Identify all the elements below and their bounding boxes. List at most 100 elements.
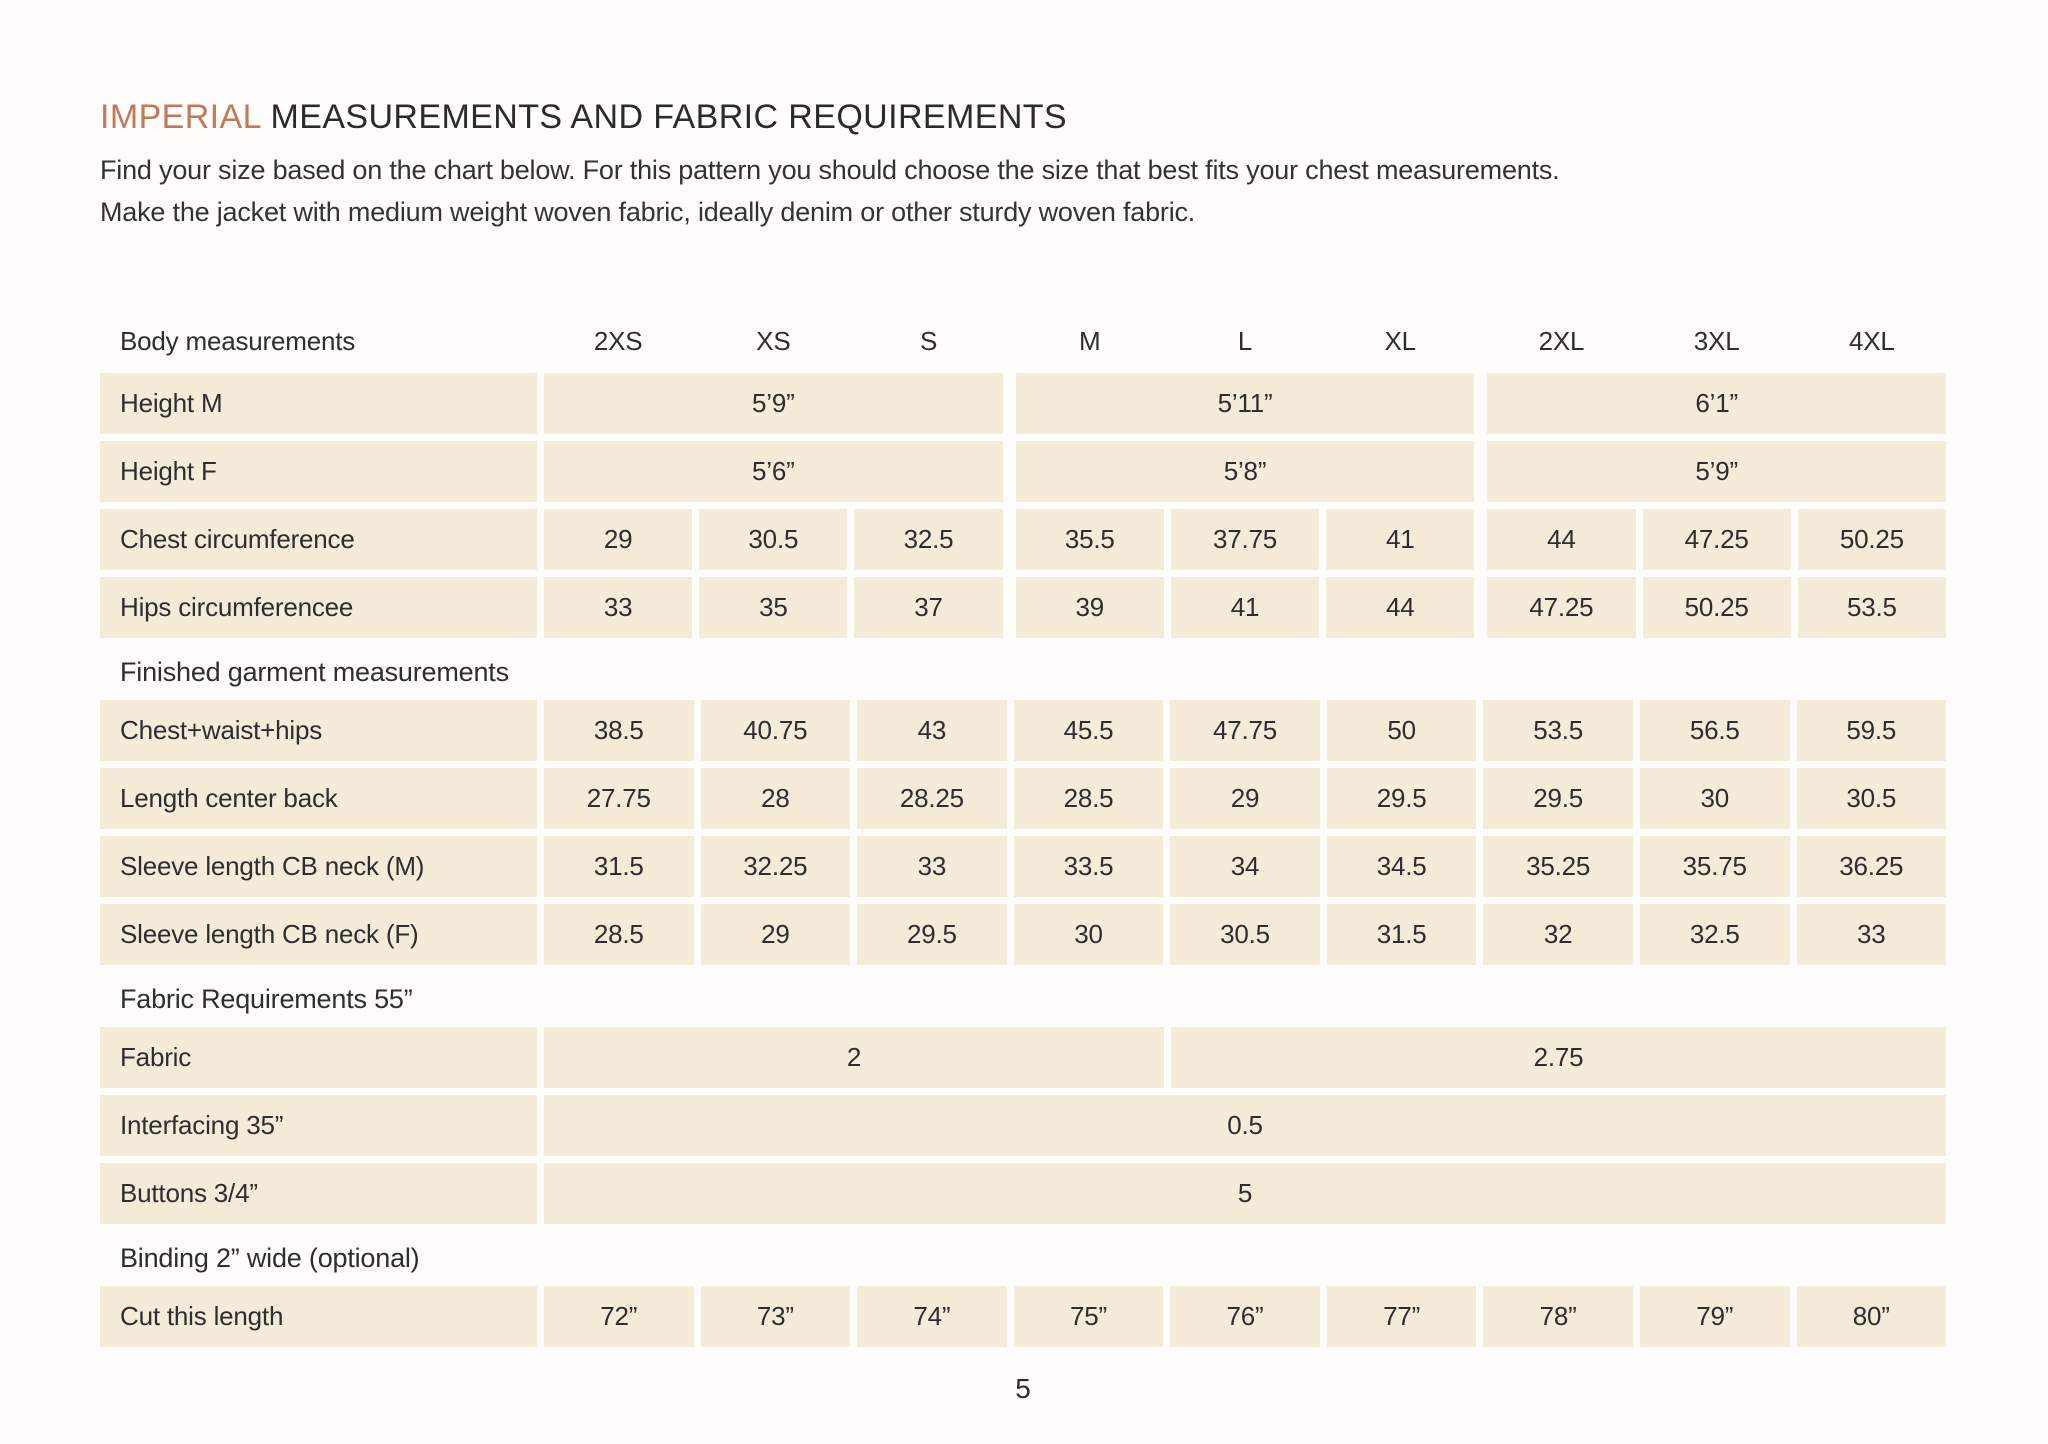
row-values: 38.5 40.75 43 45.5 47.75 50 53.5 56.5 59.5 <box>544 700 1947 761</box>
row-label: Buttons 3/4” <box>100 1163 537 1224</box>
value-cell: 41 <box>1326 509 1475 570</box>
value-cell: 30 <box>1639 768 1790 829</box>
value-cell: 28.25 <box>857 768 1007 829</box>
value-cell: 6’1” <box>1487 373 1947 434</box>
value-cell: 30 <box>1013 904 1164 965</box>
table-row: Cut this length 72” 73” 74” 75” 76” 77” 78” 79” 8… <box>100 1286 1947 1347</box>
title-rest: MEASUREMENTS AND FABRIC REQUIREMENTS <box>270 98 1068 136</box>
value-cell: 53.5 <box>1483 700 1633 761</box>
value-cell: 30.5 <box>1170 904 1320 965</box>
value-cell: 0.5 <box>544 1095 1946 1156</box>
table-row: Sleeve length CB neck (F) 28.5 29 29.5 30 30.… <box>100 904 1947 965</box>
value-cell: 27.75 <box>544 768 694 829</box>
section-heading: Fabric Requirements 55” <box>120 984 413 1014</box>
value-cell: 31.5 <box>1326 904 1477 965</box>
table-row: Sleeve length CB neck (M) 31.5 32.25 33 33.5… <box>100 836 1947 897</box>
value-cell: 28 <box>700 768 851 829</box>
row-label: Cut this length <box>100 1286 537 1347</box>
value-cell: 29.5 <box>857 904 1007 965</box>
row-label: Interfacing 35” <box>100 1095 537 1156</box>
value-cell: 75” <box>1013 1286 1164 1347</box>
value-cell: 31.5 <box>544 836 694 897</box>
value-cell: 32 <box>1483 904 1633 965</box>
row-values: 5 <box>544 1163 1946 1224</box>
row-label: Height F <box>100 441 537 502</box>
page-title: IMPERIAL MEASUREMENTS AND FABRIC REQUIRE… <box>100 98 1946 137</box>
value-cell: 29 <box>544 509 693 570</box>
value-cell: 45.5 <box>1013 700 1164 761</box>
value-cell: 34.5 <box>1326 836 1477 897</box>
row-label: Sleeve length CB neck (M) <box>100 836 537 897</box>
value-cell: 32.5 <box>854 509 1003 570</box>
row-label: Height M <box>100 373 537 434</box>
value-cell: 35.25 <box>1483 836 1633 897</box>
size-column-header: 3XL <box>1693 325 1740 356</box>
value-cell: 29.5 <box>1326 768 1477 829</box>
header-label: Body measurements <box>120 325 356 356</box>
row-label: Fabric <box>100 1027 537 1088</box>
value-cell: 76” <box>1170 1286 1320 1347</box>
value-cell: 28.5 <box>544 904 694 965</box>
value-cell: 56.5 <box>1639 700 1790 761</box>
size-table-body: Height M 5’9” 5’11” 6’1” Height F 5’6” 5’8” 5’9… <box>100 373 1947 1347</box>
value-cell: 30.5 <box>699 509 848 570</box>
value-cell: 5 <box>544 1163 1946 1224</box>
value-cell: 38.5 <box>544 700 694 761</box>
row-label: Length center back <box>100 768 537 829</box>
value-cell: 50 <box>1326 700 1477 761</box>
value-cell: 37.75 <box>1170 509 1320 570</box>
page-content: IMPERIAL MEASUREMENTS AND FABRIC REQUIRE… <box>100 98 1947 1405</box>
value-cell: 33 <box>544 577 693 638</box>
value-cell: 59.5 <box>1796 700 1947 761</box>
table-row: Chest+waist+hips 38.5 40.75 43 45.5 47.75 50 53… <box>100 700 1947 761</box>
value-cell: 35.75 <box>1639 836 1790 897</box>
row-label: Chest circumference <box>100 509 537 570</box>
value-cell: 73” <box>700 1286 851 1347</box>
title-accent: IMPERIAL <box>100 98 261 136</box>
value-cell: 50.25 <box>1797 509 1946 570</box>
table-row: Length center back 27.75 28 28.25 28.5 29 29.5… <box>100 768 1947 829</box>
value-cell: 2 <box>544 1027 1164 1088</box>
value-cell: 36.25 <box>1796 836 1947 897</box>
value-cell: 78” <box>1483 1286 1633 1347</box>
table-row: Fabric 2 2.75 <box>100 1027 1946 1088</box>
size-column-header: 2XS <box>593 325 643 356</box>
value-cell: 44 <box>1487 509 1636 570</box>
table-header-row: Body measurements 2XS XS S M L XL 2XL 3X… <box>100 319 1946 363</box>
value-cell: 33 <box>857 836 1007 897</box>
value-cell: 74” <box>857 1286 1007 1347</box>
section-heading: Binding 2” wide (optional) <box>120 1243 420 1273</box>
table-row: Height F 5’6” 5’8” 5’9” <box>100 441 1947 502</box>
value-cell: 33 <box>1796 904 1947 965</box>
value-cell: 5’9” <box>544 373 1003 434</box>
value-cell: 77” <box>1326 1286 1477 1347</box>
value-cell: 53.5 <box>1797 577 1946 638</box>
table-row: Height M 5’9” 5’11” 6’1” <box>100 373 1947 434</box>
value-cell: 50.25 <box>1642 577 1791 638</box>
size-column-header: L <box>1237 325 1253 356</box>
value-cell: 37 <box>854 577 1003 638</box>
value-cell: 5’6” <box>544 441 1003 502</box>
section-heading: Finished garment measurements <box>120 657 509 687</box>
value-cell: 41 <box>1170 577 1320 638</box>
value-cell: 35.5 <box>1015 509 1164 570</box>
value-cell: 80” <box>1796 1286 1947 1347</box>
value-cell: 72” <box>544 1286 694 1347</box>
value-cell: 29 <box>700 904 851 965</box>
value-cell: 40.75 <box>700 700 851 761</box>
value-cell: 35 <box>699 577 848 638</box>
intro-paragraph: Find your size based on the chart below.… <box>100 155 1560 227</box>
value-cell: 30.5 <box>1796 768 1947 829</box>
value-cell: 39 <box>1015 577 1164 638</box>
page-number: 5 <box>1015 1373 1031 1404</box>
table-row: Chest circumference 29 30.5 32.5 35.5 37.75 41… <box>100 509 1946 570</box>
size-column-header: S <box>919 325 938 356</box>
row-values: 0.5 <box>544 1095 1946 1156</box>
size-column-header: 2XL <box>1538 325 1585 356</box>
value-cell: 29 <box>1170 768 1320 829</box>
value-cell: 34 <box>1170 836 1320 897</box>
row-values: 28.5 29 29.5 30 30.5 31.5 32 32.5 33 <box>544 904 1947 965</box>
size-column-header: M <box>1079 325 1101 356</box>
value-cell: 2.75 <box>1171 1027 1946 1088</box>
